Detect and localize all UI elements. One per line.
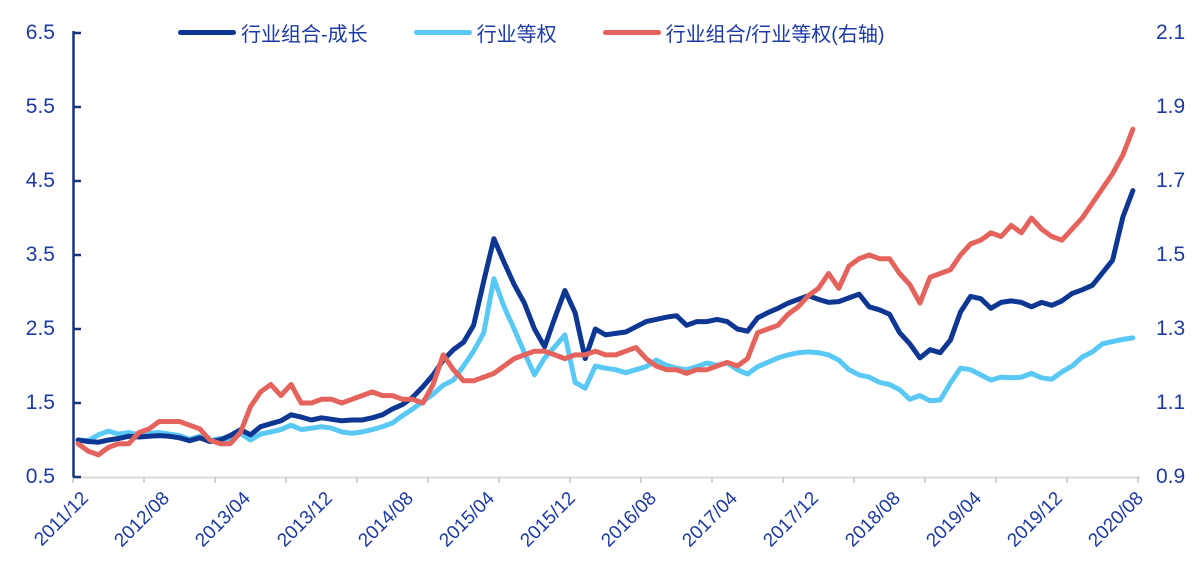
right-axis-tick-label: 1.5: [1156, 243, 1186, 266]
right-axis-tick-label: 2.1: [1156, 21, 1186, 44]
left-axis-tick-label: 4.5: [25, 169, 55, 192]
left-axis-tick-label: 6.5: [25, 21, 55, 44]
right-axis-tick-label: 0.9: [1156, 465, 1186, 488]
legend-line-swatch-red: [602, 30, 661, 35]
left-axis-tick-label: 2.5: [25, 317, 55, 340]
series-line-0: [75, 188, 1136, 445]
legend-line-swatch-navy: [178, 30, 236, 35]
left-axis-tick-label: 0.5: [25, 465, 55, 488]
right-axis-tick-label: 1.7: [1156, 169, 1186, 192]
legend-label: 行业组合-成长: [241, 24, 368, 46]
legend-label: 行业组合/行业等权(右轴): [665, 24, 885, 46]
legend-line-swatch-cyan: [413, 30, 472, 35]
legend-item-growth-portfolio: 行业组合-成长: [178, 18, 368, 47]
legend-item-equal-weight: 行业等权: [413, 18, 557, 47]
left-axis-tick-label: 3.5: [25, 243, 55, 266]
legend-label: 行业等权: [476, 24, 557, 46]
series-line-1: [75, 276, 1136, 444]
right-axis-tick-label: 1.1: [1156, 391, 1186, 414]
legend: 行业组合-成长 行业等权 行业组合/行业等权(右轴): [178, 18, 885, 47]
right-axis-tick-label: 1.9: [1156, 95, 1186, 118]
left-axis-tick-label: 1.5: [25, 391, 55, 414]
right-axis-tick-label: 1.3: [1156, 317, 1186, 340]
series-line-2: [75, 126, 1136, 458]
legend-item-ratio-right-axis: 行业组合/行业等权(右轴): [602, 18, 885, 47]
left-axis-tick-label: 5.5: [25, 95, 55, 118]
